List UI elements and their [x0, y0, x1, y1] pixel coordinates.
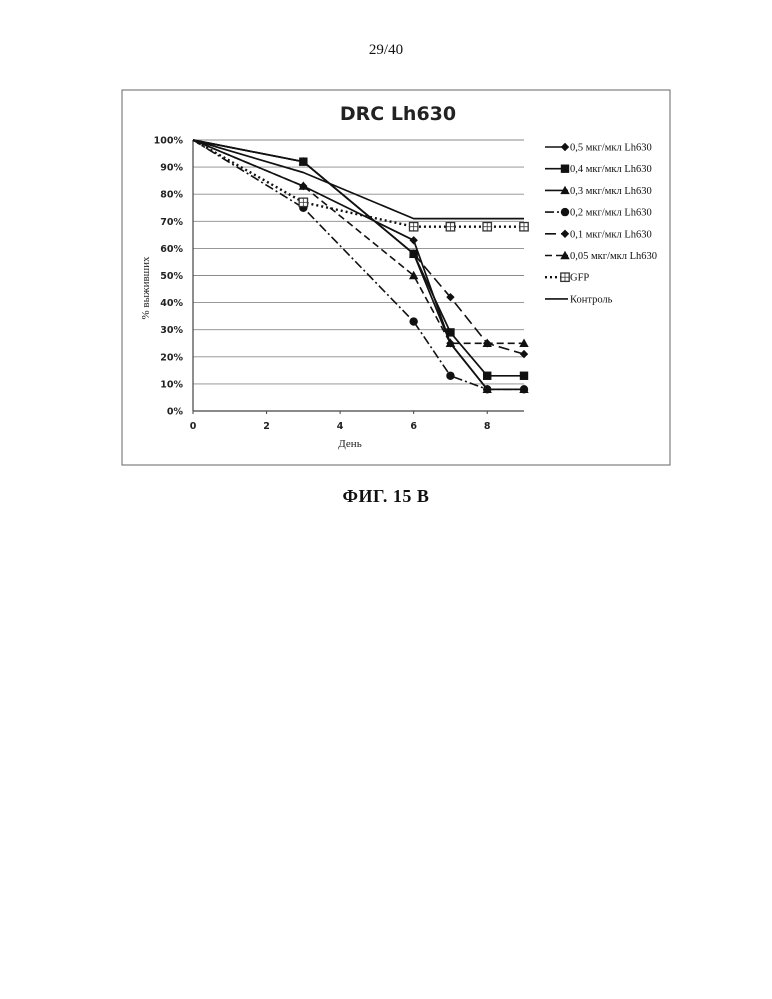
y-tick-label: 0% — [167, 407, 184, 418]
y-tick-label: 30% — [160, 325, 183, 336]
y-tick-label: 80% — [160, 190, 183, 201]
x-tick-label: 8 — [484, 421, 491, 432]
data-point — [520, 372, 528, 380]
data-point — [520, 223, 528, 231]
data-point — [409, 223, 417, 231]
legend-label: 0,05 мкг/мкл Lh630 — [570, 251, 657, 262]
legend-label: GFP — [570, 273, 589, 284]
data-point — [483, 223, 491, 231]
data-point — [520, 385, 528, 393]
y-tick-label: 50% — [160, 271, 183, 282]
y-tick-label: 60% — [160, 244, 183, 255]
legend-label: 0,5 мкг/мкл Lh630 — [570, 143, 652, 154]
data-point — [446, 372, 454, 380]
y-tick-label: 100% — [154, 136, 184, 147]
x-tick-label: 6 — [410, 421, 417, 432]
y-tick-label: 10% — [160, 379, 183, 390]
data-point — [409, 317, 417, 325]
data-point — [483, 385, 491, 393]
x-tick-label: 4 — [337, 421, 344, 432]
y-tick-label: 40% — [160, 298, 183, 309]
data-point — [483, 372, 491, 380]
legend-label: 0,4 мкг/мкл Lh630 — [570, 164, 652, 175]
x-tick-label: 0 — [190, 421, 197, 432]
data-point — [561, 273, 569, 281]
x-axis-title: День — [338, 438, 361, 450]
data-point — [446, 223, 454, 231]
legend-label: 0,3 мкг/мкл Lh630 — [570, 186, 652, 197]
legend-label: 0,1 мкг/мкл Lh630 — [570, 229, 652, 240]
y-axis-title: % выживших — [140, 256, 152, 320]
data-point — [299, 198, 307, 206]
y-tick-label: 70% — [160, 217, 183, 228]
data-point — [561, 165, 569, 173]
legend-label: 0,2 мкг/мкл Lh630 — [570, 208, 652, 219]
chart-title: DRC Lh630 — [340, 103, 456, 125]
legend-label: Контроль — [570, 294, 613, 305]
y-tick-label: 20% — [160, 352, 183, 363]
y-tick-label: 90% — [160, 163, 183, 174]
x-tick-label: 2 — [263, 421, 270, 432]
data-point — [561, 208, 569, 216]
figure-caption: ФИГ. 15 В — [0, 486, 772, 507]
